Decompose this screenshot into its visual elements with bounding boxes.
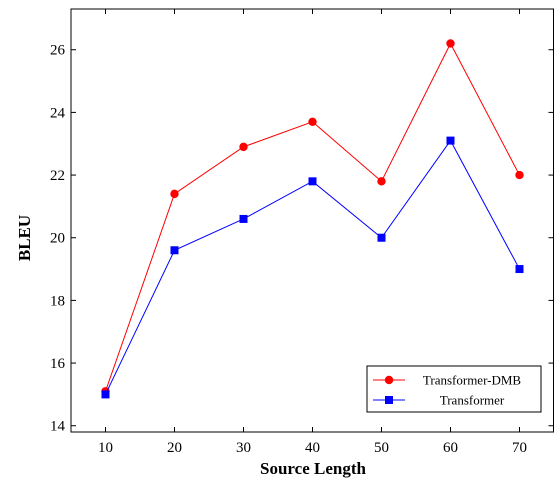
y-tick-label: 26 — [50, 43, 66, 59]
axes: 10 20 30 40 50 60 70 14 16 18 20 22 24 26 — [50, 8, 554, 456]
data-point — [101, 390, 110, 399]
series-transformer-dmb — [101, 39, 524, 396]
y-tick-label: 22 — [50, 168, 65, 184]
data-point — [377, 233, 386, 242]
data-point — [515, 265, 524, 274]
x-axis-title: Source Length — [260, 459, 366, 478]
x-tick-label: 50 — [374, 440, 389, 456]
data-point — [239, 142, 248, 152]
data-point — [170, 189, 179, 199]
legend-marker — [385, 396, 393, 404]
data-point — [170, 246, 179, 255]
legend-item: Transformer — [373, 393, 505, 408]
y-tick-label: 16 — [50, 356, 66, 372]
y-tick-label: 18 — [50, 293, 65, 309]
x-tick-label: 20 — [167, 440, 182, 456]
y-tick-label: 14 — [50, 419, 66, 435]
data-point — [446, 136, 455, 145]
data-point — [377, 177, 386, 186]
data-point — [308, 117, 317, 127]
legend-item: Transformer-DMB — [373, 373, 521, 388]
y-tick-label: 24 — [50, 105, 66, 121]
legend-box — [366, 365, 542, 413]
x-tick-label: 70 — [512, 440, 527, 456]
x-tick-label: 60 — [443, 440, 458, 456]
data-point — [446, 39, 455, 48]
data-point — [239, 214, 248, 223]
x-tick-label: 30 — [236, 440, 251, 456]
y-axis-title: BLEU — [15, 215, 34, 261]
data-point — [515, 170, 524, 180]
y-tick-label: 20 — [50, 231, 65, 247]
legend: Transformer-DMB Transformer — [366, 365, 542, 413]
series — [101, 39, 524, 399]
x-tick-label: 40 — [305, 440, 320, 456]
x-tick-label: 10 — [98, 440, 113, 456]
data-point — [308, 177, 317, 186]
legend-label: Transformer-DMB — [423, 373, 522, 388]
legend-label: Transformer — [440, 393, 505, 408]
series-line — [105, 42, 520, 392]
legend-marker — [384, 375, 394, 385]
series-transformer — [101, 136, 524, 399]
